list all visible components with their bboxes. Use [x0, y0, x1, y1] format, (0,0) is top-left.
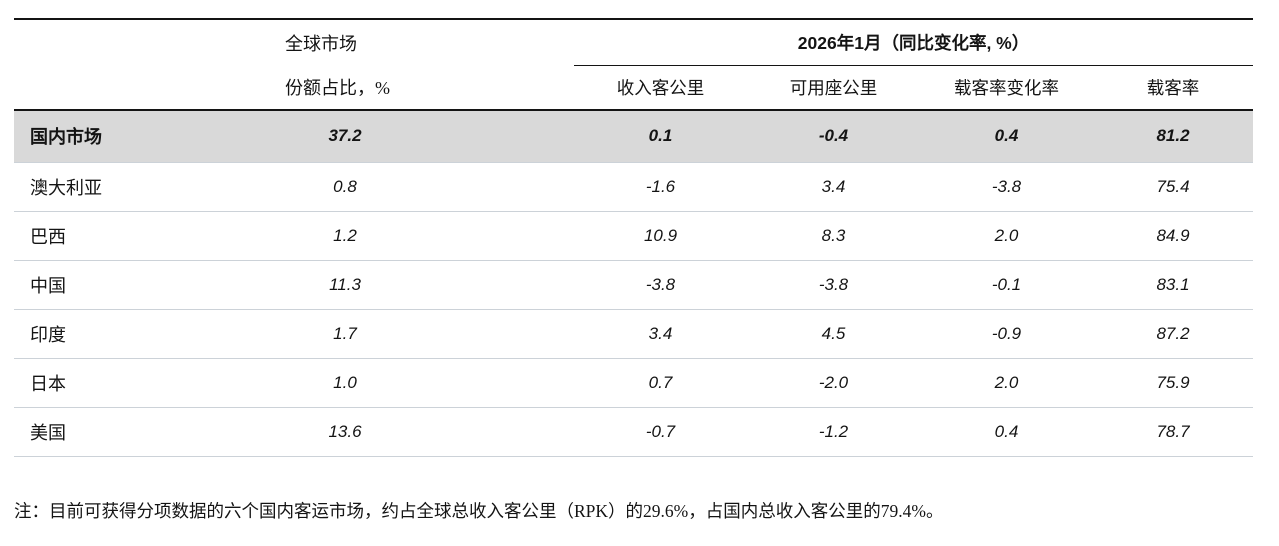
group-header-2026-jan: 2026年1月（同比变化率, %）	[574, 19, 1254, 66]
footnote: 注：目前可获得分项数据的六个国内客运市场，约占全球总收入客公里（RPK）的29.…	[14, 500, 944, 521]
table-row-china: 中国 11.3 -3.8 -3.8 -0.1 83.1	[14, 260, 1254, 309]
ask-value: 3.4	[821, 176, 846, 196]
share-header-line2: 份额占比，%	[230, 65, 460, 111]
load-factor-change-value: 0.4	[994, 421, 1019, 441]
table-row-brazil: 巴西 1.2 10.9 8.3 2.0 84.9	[14, 211, 1254, 260]
ask-value: -1.2	[818, 421, 849, 441]
table-body: 国内市场 37.2 0.1 -0.4 0.4 81.2 澳大利亚 0.8 -1.…	[14, 110, 1254, 456]
spacer-cell	[460, 162, 574, 211]
table-row-india: 印度 1.7 3.4 4.5 -0.9 87.2	[14, 309, 1254, 358]
column-header-load-factor: 载客率	[1093, 65, 1254, 111]
header-empty-cell	[14, 65, 230, 111]
spacer-cell	[460, 407, 574, 456]
row-label: 日本	[30, 373, 66, 394]
load-factor-change-value: -3.8	[991, 176, 1022, 196]
ask-value: 8.3	[821, 225, 846, 245]
spacer-cell	[460, 309, 574, 358]
column-header-rpk: 收入客公里	[574, 65, 747, 111]
spacer-cell	[460, 260, 574, 309]
row-label: 巴西	[30, 226, 66, 247]
spacer-cell	[460, 358, 574, 407]
table-row-australia: 澳大利亚 0.8 -1.6 3.4 -3.8 75.4	[14, 162, 1254, 211]
spacer-cell	[460, 211, 574, 260]
load-factor-change-value: 0.4	[994, 126, 1019, 146]
rpk-value: -3.8	[645, 274, 676, 294]
ask-value: -3.8	[818, 274, 849, 294]
rpk-value: 3.4	[648, 323, 673, 343]
table-row-usa: 美国 13.6 -0.7 -1.2 0.4 78.7	[14, 407, 1254, 456]
load-factor-change-value: -0.9	[991, 323, 1022, 343]
table-row-japan: 日本 1.0 0.7 -2.0 2.0 75.9	[14, 358, 1254, 407]
load-factor-value: 75.9	[1156, 372, 1190, 392]
row-label: 澳大利亚	[30, 177, 102, 198]
load-factor-change-value: -0.1	[991, 274, 1022, 294]
share-value: 37.2	[328, 126, 362, 146]
load-factor-value: 78.7	[1156, 421, 1190, 441]
rpk-value: -0.7	[645, 421, 676, 441]
share-value: 13.6	[328, 421, 362, 441]
spacer-cell	[460, 110, 574, 162]
table-header: 全球市场 2026年1月（同比变化率, %） 份额占比，% 收入客公里 可用座公…	[14, 19, 1254, 111]
share-value: 1.2	[333, 225, 357, 245]
share-value: 1.0	[333, 372, 357, 392]
share-value: 1.7	[333, 323, 357, 343]
rpk-value: 10.9	[643, 225, 678, 245]
ask-value: -0.4	[818, 126, 849, 146]
load-factor-change-value: 2.0	[994, 225, 1019, 245]
ask-value: 4.5	[821, 323, 846, 343]
rpk-value: 0.1	[648, 126, 673, 146]
header-spacer-cell	[460, 65, 574, 111]
table-row-domestic-total: 国内市场 37.2 0.1 -0.4 0.4 81.2	[14, 110, 1254, 162]
column-header-load-factor-change: 载客率变化率	[920, 65, 1093, 111]
load-factor-value: 83.1	[1156, 274, 1190, 294]
header-row-columns: 份额占比，% 收入客公里 可用座公里 载客率变化率 载客率	[14, 65, 1254, 111]
share-value: 0.8	[333, 176, 357, 196]
row-label: 中国	[30, 275, 66, 296]
load-factor-value: 81.2	[1156, 126, 1190, 146]
share-header-line1: 全球市场	[285, 33, 357, 54]
row-label: 印度	[30, 324, 66, 345]
header-row-group: 全球市场 2026年1月（同比变化率, %）	[14, 19, 1254, 66]
load-factor-value: 75.4	[1156, 176, 1190, 196]
row-label: 国内市场	[30, 127, 102, 148]
header-spacer-cell	[460, 19, 574, 65]
share-value: 11.3	[329, 274, 361, 294]
rpk-value: 0.7	[648, 372, 673, 392]
ask-value: -2.0	[818, 372, 849, 392]
load-factor-value: 87.2	[1156, 323, 1190, 343]
page: 全球市场 2026年1月（同比变化率, %） 份额占比，% 收入客公里 可用座公…	[0, 18, 1279, 546]
rpk-value: -1.6	[645, 176, 676, 196]
passenger-market-table: 全球市场 2026年1月（同比变化率, %） 份额占比，% 收入客公里 可用座公…	[14, 18, 1254, 457]
header-empty-cell	[14, 19, 230, 65]
column-header-ask: 可用座公里	[747, 65, 920, 111]
row-label: 美国	[30, 422, 66, 443]
load-factor-change-value: 2.0	[994, 372, 1019, 392]
load-factor-value: 84.9	[1156, 225, 1190, 245]
